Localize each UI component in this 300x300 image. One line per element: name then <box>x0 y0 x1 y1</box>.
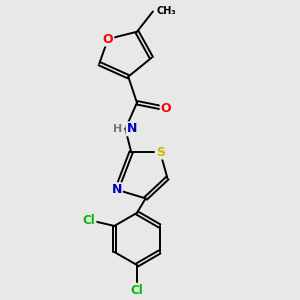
Text: H: H <box>112 124 122 134</box>
Text: Cl: Cl <box>130 284 143 297</box>
Text: O: O <box>103 32 113 46</box>
Text: N: N <box>127 122 137 135</box>
Text: O: O <box>160 102 171 115</box>
Text: Cl: Cl <box>83 214 95 226</box>
Text: S: S <box>156 146 165 158</box>
Text: N: N <box>112 183 122 196</box>
Text: CH₃: CH₃ <box>156 7 176 16</box>
